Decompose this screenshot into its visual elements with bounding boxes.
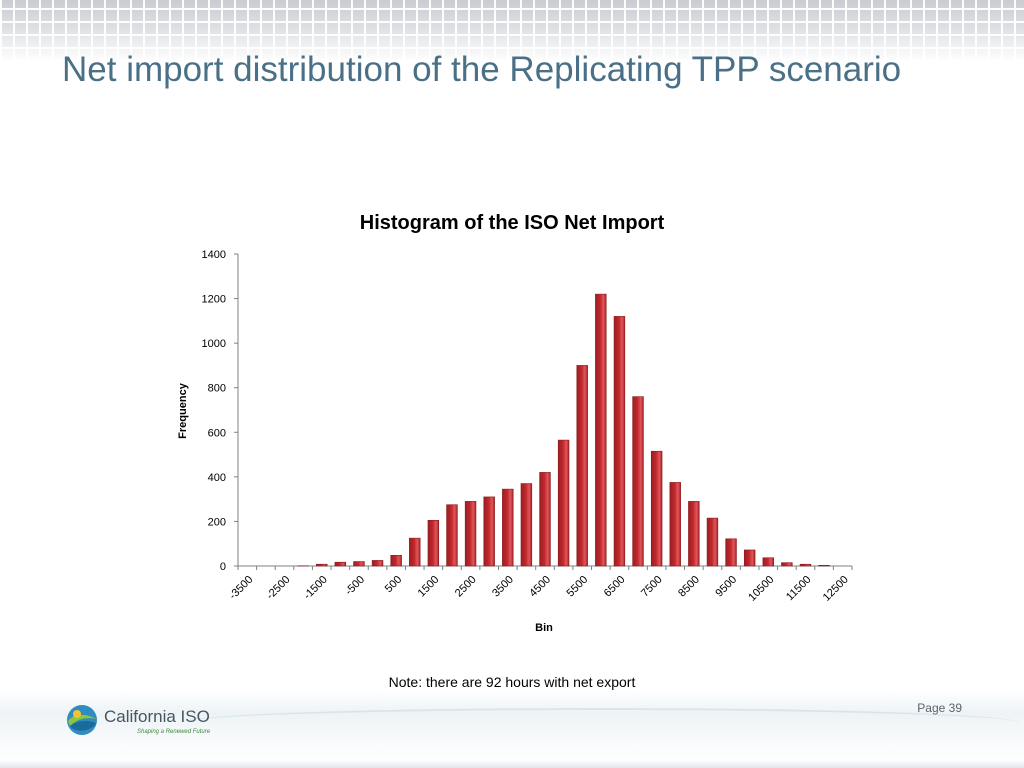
x-tick-label: 5500 (565, 574, 591, 600)
histogram-bar (409, 537, 421, 567)
histogram-bar (427, 520, 440, 567)
histogram-bar (502, 488, 514, 567)
x-tick-label: 6500 (602, 574, 628, 600)
page-number: Page 39 (917, 701, 962, 715)
histogram-bar (743, 549, 756, 567)
y-tick-label: 600 (208, 427, 226, 439)
x-tick-label: -2500 (264, 574, 292, 602)
histogram-bar (632, 396, 644, 567)
california-iso-logo-icon (67, 705, 97, 735)
y-tick-label: 1000 (202, 338, 226, 350)
y-tick-label: 0 (220, 561, 226, 573)
x-tick-label: 10500 (746, 574, 776, 604)
histogram-bar (576, 365, 588, 567)
y-tick-label: 400 (208, 472, 226, 484)
x-tick-label: -500 (343, 574, 367, 598)
histogram-bar (706, 517, 719, 567)
histogram-bar (353, 561, 365, 567)
histogram-bar (520, 483, 533, 567)
histogram-bar (799, 563, 812, 567)
footer-swoosh (180, 708, 1020, 738)
x-tick-label: 3500 (490, 574, 516, 600)
histogram-bar (650, 450, 663, 567)
x-tick-label: 11500 (784, 574, 814, 604)
y-tick-label: 800 (208, 383, 226, 395)
histogram-bar (483, 496, 495, 567)
histogram-bar (688, 501, 700, 567)
histogram-bar (557, 439, 570, 567)
x-tick-label: 12500 (821, 574, 851, 604)
histogram-bar (316, 563, 328, 567)
x-axis: -3500 -2500 -1500 -500 500 1500 2500 3500 4500 55… (227, 565, 853, 604)
x-tick-label: 2500 (453, 574, 479, 600)
histogram-bar (781, 562, 793, 567)
histogram-bar (595, 293, 607, 567)
x-tick-label: 4500 (527, 574, 553, 600)
footnote: Note: there are 92 hours with net export (388, 674, 636, 690)
y-axis-label: Frequency (177, 382, 189, 439)
histogram-bar (669, 482, 681, 567)
x-tick-label: 500 (383, 574, 404, 595)
slide-title: Net import distribution of the Replicati… (62, 50, 902, 89)
x-tick-label: -3500 (227, 574, 255, 602)
histogram-bar (390, 555, 402, 567)
histogram-bar (371, 560, 384, 567)
y-tick-label: 1200 (202, 294, 226, 306)
header-pattern (0, 0, 1024, 62)
histogram-bar (334, 561, 347, 567)
bars (297, 293, 830, 567)
histogram-bar (613, 316, 626, 567)
histogram-bar (539, 472, 551, 567)
histogram-bar (762, 557, 774, 567)
x-tick-label: 8500 (676, 574, 702, 600)
chart-title: Histogram of the ISO Net Import (360, 212, 665, 234)
logo-tagline: Shaping a Renewed Future (137, 729, 211, 735)
y-tick-label: 200 (208, 516, 226, 528)
y-tick-label: 1400 (202, 249, 226, 261)
y-axis: 0 200 400 600 800 1000 1200 1400 (202, 249, 239, 573)
x-tick-label: 1500 (416, 574, 442, 600)
histogram-bar (464, 501, 477, 567)
histogram-chart: Histogram of the ISO Net Import Frequenc… (177, 212, 853, 634)
x-axis-label: Bin (535, 622, 553, 634)
histogram-bar (818, 565, 830, 567)
x-tick-label: -1500 (301, 574, 329, 602)
histogram-bar (725, 538, 737, 567)
x-tick-label: 7500 (639, 574, 665, 600)
california-iso-logo: California ISO Shaping a Renewed Future (66, 704, 236, 740)
logo-name: California ISO (104, 707, 210, 726)
x-tick-label: 9500 (713, 574, 739, 600)
histogram-bar (446, 504, 458, 567)
footer-line (0, 760, 1024, 768)
